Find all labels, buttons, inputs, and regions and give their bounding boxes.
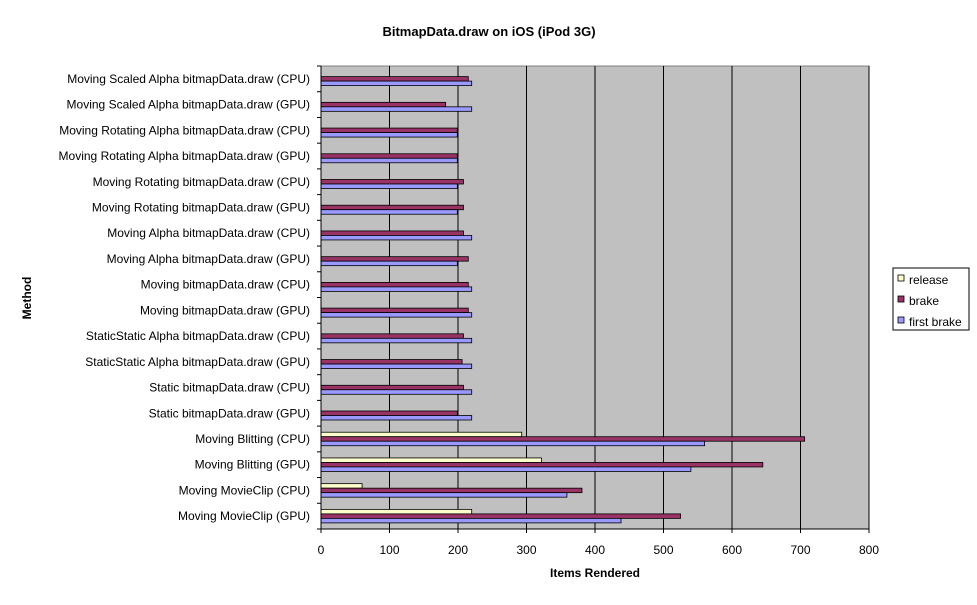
bar-brake	[320, 281, 469, 288]
bar-release	[320, 483, 363, 489]
bar-first-brake	[320, 286, 473, 292]
category-label: Moving Rotating bitmapData.draw (CPU)	[93, 175, 310, 189]
x-tick-label: 800	[859, 543, 879, 557]
bar-first-brake	[320, 389, 473, 395]
legend-swatch	[897, 316, 905, 324]
category-labels: Moving Scaled Alpha bitmapData.draw (CPU…	[59, 72, 310, 523]
bar-release	[320, 457, 542, 463]
bar-first-brake	[320, 415, 473, 421]
bar-brake	[320, 204, 464, 211]
category-label: Moving bitmapData.draw (CPU)	[141, 278, 310, 292]
bar-brake	[320, 127, 458, 133]
category-label: Static bitmapData.draw (CPU)	[149, 381, 310, 395]
x-tick-label: 100	[379, 543, 399, 557]
chart-title: BitmapData.draw on iOS (iPod 3G)	[382, 24, 595, 39]
bar-first-brake	[320, 312, 473, 318]
bar-first-brake	[320, 106, 473, 112]
x-tick-label: 500	[653, 543, 673, 557]
category-label: Moving Alpha bitmapData.draw (GPU)	[107, 252, 310, 266]
x-tick-label: 700	[790, 543, 810, 557]
bar-brake	[320, 256, 469, 262]
bar-first-brake	[320, 209, 458, 215]
bar-brake	[320, 513, 682, 519]
x-tick-label: 0	[318, 543, 325, 557]
bar-brake	[320, 76, 469, 82]
bar-first-brake	[320, 337, 473, 344]
category-label: Moving MovieClip (CPU)	[179, 483, 310, 497]
bar-release	[320, 508, 473, 515]
bar-brake	[320, 333, 464, 339]
x-axis-title: Items Rendered	[550, 566, 640, 580]
x-tick-label: 400	[585, 543, 605, 557]
bar-brake	[320, 101, 447, 108]
bar-brake	[320, 230, 464, 236]
bar-brake	[320, 153, 458, 159]
category-label: Moving Scaled Alpha bitmapData.draw (CPU…	[67, 72, 310, 86]
bar-release	[320, 431, 523, 438]
y-axis-title: Method	[20, 277, 34, 320]
bar-brake	[320, 179, 464, 185]
category-label: Moving Alpha bitmapData.draw (CPU)	[107, 226, 310, 240]
bar-first-brake	[320, 132, 458, 138]
bar-brake	[320, 462, 764, 468]
legend: release brake first brake	[892, 267, 970, 331]
bar-first-brake	[320, 157, 458, 164]
category-label: Moving Scaled Alpha bitmapData.draw (GPU…	[67, 98, 310, 112]
bar-first-brake	[320, 517, 622, 524]
bar-brake	[320, 384, 464, 391]
category-label: Moving bitmapData.draw (GPU)	[140, 303, 310, 317]
x-tick-label: 600	[722, 543, 742, 557]
category-label: Moving Rotating Alpha bitmapData.draw (G…	[59, 149, 310, 163]
legend-box	[892, 267, 970, 331]
bar-first-brake	[320, 183, 458, 189]
category-label: Moving Blitting (GPU)	[195, 458, 310, 472]
bar-brake	[320, 359, 463, 365]
gridlines	[389, 66, 870, 529]
category-label: Moving Rotating Alpha bitmapData.draw (C…	[59, 123, 310, 137]
category-label: Moving Blitting (CPU)	[195, 432, 310, 446]
bar-brake	[320, 307, 469, 314]
bar-first-brake	[320, 466, 692, 472]
x-ticks: 0 100 200 300 400 500 600 700 800	[318, 529, 879, 557]
legend-swatch	[897, 295, 905, 303]
bar-first-brake	[320, 492, 568, 498]
category-label: StaticStatic Alpha bitmapData.draw (GPU)	[85, 355, 310, 369]
category-label: Static bitmapData.draw (GPU)	[149, 406, 310, 420]
bar-brake	[320, 436, 806, 442]
y-ticks	[317, 65, 321, 530]
legend-label: release	[909, 273, 949, 287]
legend-swatch	[897, 274, 905, 282]
category-label: StaticStatic Alpha bitmapData.draw (CPU)	[86, 329, 310, 343]
category-label: Moving Rotating bitmapData.draw (GPU)	[92, 200, 310, 214]
legend-label: first brake	[909, 315, 962, 329]
bar-brake	[320, 487, 583, 494]
legend-label: brake	[909, 294, 939, 308]
bar-first-brake	[320, 363, 473, 369]
bar-first-brake	[320, 235, 473, 241]
x-tick-label: 300	[516, 543, 536, 557]
category-label: Moving MovieClip (GPU)	[178, 509, 310, 523]
bar-brake	[320, 410, 458, 416]
bar-first-brake	[320, 80, 473, 87]
bar-first-brake	[320, 260, 458, 267]
bar-first-brake	[320, 440, 706, 447]
x-tick-label: 200	[448, 543, 468, 557]
